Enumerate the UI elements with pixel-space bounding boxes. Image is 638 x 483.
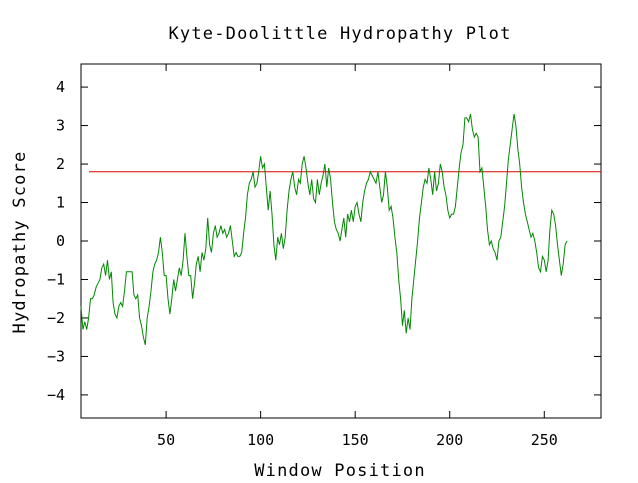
x-tick-label: 100 [247, 431, 274, 449]
x-tick-label: 200 [436, 431, 463, 449]
y-tick-labels: 4 3 2 1 0 −1 −2 −3 −4 [47, 78, 65, 404]
x-axis-label: Window Position [254, 461, 426, 481]
y-tick-label: 3 [56, 117, 65, 135]
chart-title: Kyte-Doolittle Hydropathy Plot [168, 24, 511, 44]
y-axis-label: Hydropathy Score [10, 151, 30, 334]
y-tick-label: 4 [56, 78, 65, 96]
y-tick-label: 0 [56, 232, 65, 250]
x-tick-labels: 50 100 150 200 250 [157, 431, 558, 449]
x-tick-label: 150 [342, 431, 369, 449]
y-tick-label: 2 [56, 155, 65, 173]
x-tick-label: 250 [531, 431, 558, 449]
axis-ticks [81, 64, 601, 418]
y-tick-label: −3 [47, 347, 65, 365]
y-tick-label: −1 [47, 270, 65, 288]
y-tick-label: 1 [56, 194, 65, 212]
hydropathy-series-line [80, 113, 568, 346]
plot-area: 4 3 2 1 0 −1 −2 −3 −4 50 100 150 200 250 [47, 63, 602, 449]
plot-frame [80, 63, 602, 419]
y-tick-label: −2 [47, 309, 65, 327]
y-tick-label: −4 [47, 386, 65, 404]
x-tick-label: 50 [157, 431, 175, 449]
